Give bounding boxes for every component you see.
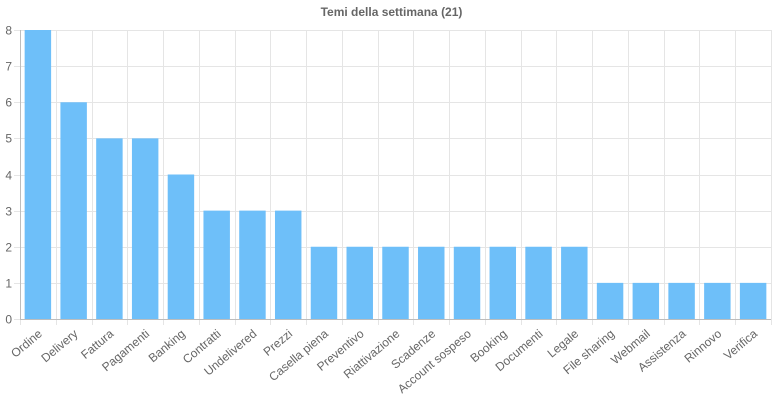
y-tick-label: 8 <box>5 24 12 38</box>
y-tick-label: 2 <box>5 241 12 255</box>
y-tick-label: 4 <box>5 169 12 183</box>
y-axis-ticks: 0 1 2 3 4 5 6 7 8 <box>5 24 12 327</box>
bar <box>489 246 517 319</box>
bar <box>274 210 302 319</box>
bar <box>632 282 660 319</box>
bar <box>525 246 552 319</box>
chart-title: Temi della settimana (21) <box>321 5 463 19</box>
bar <box>346 246 373 319</box>
y-tick-label: 5 <box>5 132 12 146</box>
x-tick-label: Rinnovo <box>682 326 725 365</box>
y-tick-label: 0 <box>5 313 12 327</box>
bar <box>596 282 624 319</box>
y-tick-label: 7 <box>5 60 12 74</box>
x-axis-ticks: OrdineDeliveryFatturaPagamentiBankingCon… <box>8 326 760 396</box>
y-tick-label: 3 <box>5 205 12 219</box>
bar <box>418 246 445 319</box>
bar <box>739 282 767 319</box>
x-tick-label: Banking <box>146 327 188 366</box>
bar <box>704 282 731 319</box>
bar <box>239 210 266 319</box>
bar <box>382 246 409 319</box>
bar <box>60 102 87 319</box>
bar <box>24 30 52 319</box>
y-tick-label: 6 <box>5 96 12 110</box>
x-tick-label: Delivery <box>38 327 80 366</box>
bar <box>96 138 123 319</box>
y-tick-label: 1 <box>5 277 12 291</box>
bar-series <box>24 30 767 319</box>
bar <box>131 138 159 319</box>
bar <box>167 174 195 319</box>
bar <box>561 246 588 319</box>
x-tick-label: Verifica <box>721 326 760 362</box>
bar <box>203 210 230 319</box>
bar <box>668 282 695 319</box>
bar <box>453 246 481 319</box>
bar <box>310 246 338 319</box>
